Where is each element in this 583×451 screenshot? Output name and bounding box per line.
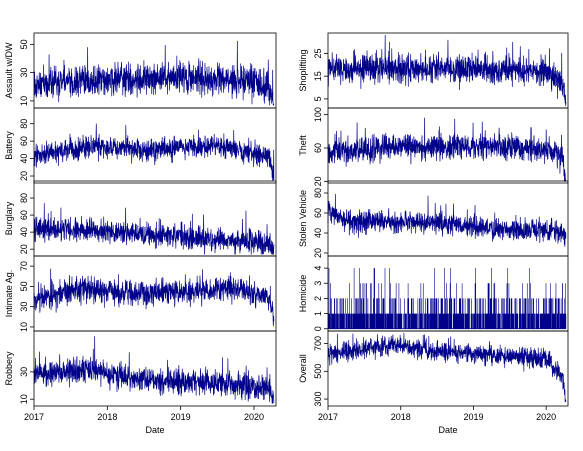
y-tick-label-shoplifting-25: 25 — [313, 48, 323, 58]
y-tick-label-robbery-10: 10 — [19, 394, 29, 404]
panel-theft: 20 60 100 Theft — [298, 107, 569, 186]
y-tick-label-battery-60: 60 — [19, 136, 29, 146]
y-axis-label-battery: Battery — [4, 131, 14, 160]
y-tick-label-homicide-2: 2 — [313, 296, 323, 301]
y-tick-label-assault-w-dw-30: 30 — [19, 68, 29, 78]
y-tick-label-assault-w-dw-50: 50 — [19, 39, 29, 49]
x-tick-label-overall-2020: 2020 — [536, 412, 556, 422]
panel-frame-robbery — [33, 330, 277, 407]
panel-battery: 20 40 60 80 Battery — [4, 107, 277, 184]
y-tick-label-homicide-3: 3 — [313, 281, 323, 286]
y-axis-label-burglary: Burglary — [4, 201, 14, 235]
y-axis-label-homicide: Homicide — [298, 275, 308, 313]
y-tick-label-intimate-ag-70: 70 — [19, 261, 29, 271]
y-tick-label-intimate-ag-30: 30 — [19, 302, 29, 312]
x-axis-label-left: Date — [145, 425, 164, 435]
y-tick-label-stolen-vehicle-80: 80 — [313, 188, 323, 198]
x-tick-label-robbery-2020: 2020 — [244, 412, 264, 422]
y-axis-label-stolen-vehicle: Stolen Vehicle — [298, 190, 308, 247]
series-intimate-ag — [33, 268, 275, 327]
panel-frame-theft — [327, 107, 569, 184]
series-shoplifting — [327, 34, 567, 107]
y-axis-label-assault-w-dw: Assault w/DW — [4, 42, 14, 99]
panel-assault-w-dw: 10 30 50 Assault w/DW — [4, 32, 277, 109]
panel-frame-battery — [33, 107, 277, 184]
y-tick-label-homicide-0: 0 — [313, 326, 323, 331]
series-theft — [327, 117, 567, 182]
y-tick-label-stolen-vehicle-20: 20 — [313, 248, 323, 258]
series-stolen-vehicle — [327, 193, 567, 247]
series-overall — [327, 332, 567, 403]
series-assault-w-dw — [33, 40, 275, 106]
panel-burglary: 20 40 60 80 Burglary — [4, 180, 277, 257]
y-tick-label-theft-20: 20 — [313, 176, 323, 186]
y-tick-label-burglary-20: 20 — [19, 244, 29, 254]
y-axis-label-shoplifting: Shoplifting — [298, 49, 308, 91]
x-axis-label-right: Date — [438, 425, 457, 435]
panel-shoplifting: 5 15 25 Shoplifting — [298, 32, 569, 109]
x-tick-label-overall-2018: 2018 — [391, 412, 411, 422]
y-tick-label-overall-700: 700 — [313, 336, 323, 351]
y-axis-label-theft: Theft — [298, 135, 308, 156]
y-tick-label-burglary-40: 40 — [19, 227, 29, 237]
y-tick-label-homicide-4: 4 — [313, 266, 323, 271]
panel-frame-overall — [327, 330, 569, 407]
panel-overall: 300 500 700 Overall 2017 2018 2019 2020 Date — [298, 330, 569, 435]
y-tick-label-theft-60: 60 — [313, 143, 323, 153]
y-tick-label-burglary-80: 80 — [19, 193, 29, 203]
series-homicide — [327, 268, 567, 329]
panel-stolen-vehicle: 20 40 60 80 Stolen Vehicle — [298, 180, 569, 258]
y-tick-label-assault-w-dw-10: 10 — [19, 96, 29, 106]
y-tick-label-battery-40: 40 — [19, 154, 29, 164]
panel-robbery: 10 30 Robbery 2017 2018 2019 2020 Date — [4, 330, 277, 435]
y-tick-label-overall-500: 500 — [313, 364, 323, 379]
y-tick-label-shoplifting-15: 15 — [313, 71, 323, 81]
y-tick-label-theft-100: 100 — [313, 107, 323, 122]
y-tick-label-stolen-vehicle-40: 40 — [313, 228, 323, 238]
x-tick-label-overall-2017: 2017 — [318, 412, 338, 422]
y-tick-label-stolen-vehicle-60: 60 — [313, 208, 323, 218]
y-axis-label-overall: Overall — [298, 354, 308, 383]
y-tick-label-intimate-ag-10: 10 — [19, 322, 29, 332]
series-battery — [33, 123, 275, 181]
y-tick-label-burglary-60: 60 — [19, 210, 29, 220]
series-burglary — [33, 203, 275, 255]
x-tick-label-robbery-2019: 2019 — [171, 412, 191, 422]
panel-intimate-ag: 10 30 50 70 Intimate Ag. — [4, 255, 277, 332]
panel-homicide: 0 1 2 3 4 Homicide — [298, 255, 569, 332]
y-tick-label-shoplifting-5: 5 — [313, 96, 323, 101]
y-tick-label-intimate-ag-50: 50 — [19, 281, 29, 291]
x-tick-label-robbery-2017: 2017 — [24, 412, 44, 422]
x-tick-label-overall-2019: 2019 — [463, 412, 483, 422]
y-tick-label-homicide-1: 1 — [313, 311, 323, 316]
y-axis-label-robbery: Robbery — [4, 351, 14, 386]
y-tick-label-overall-300: 300 — [313, 392, 323, 407]
y-tick-label-battery-20: 20 — [19, 171, 29, 181]
y-tick-label-robbery-30: 30 — [19, 367, 29, 377]
x-tick-label-robbery-2018: 2018 — [97, 412, 117, 422]
y-axis-label-intimate-ag: Intimate Ag. — [4, 270, 14, 318]
series-robbery — [33, 336, 275, 404]
y-tick-label-battery-80: 80 — [19, 119, 29, 129]
